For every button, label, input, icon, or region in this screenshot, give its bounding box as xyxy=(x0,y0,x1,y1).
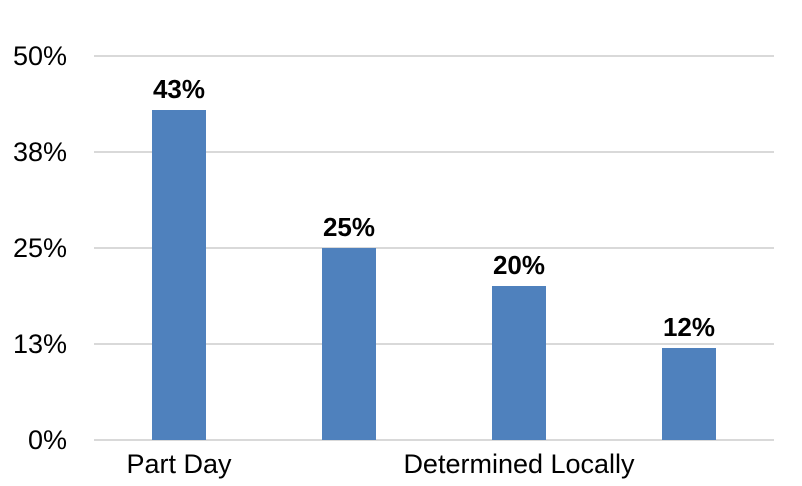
bar-data-label: 12% xyxy=(662,312,716,342)
x-axis-category-label: Determined Locally xyxy=(403,449,635,479)
y-axis-tick-label: 0% xyxy=(27,425,67,455)
y-axis-tick-label: 38% xyxy=(12,137,67,167)
gridline xyxy=(94,55,774,57)
bar-3 xyxy=(492,286,546,440)
y-axis-tick-label: 13% xyxy=(12,329,67,359)
gridline xyxy=(94,439,774,441)
bar-data-label: 25% xyxy=(322,212,376,242)
bar-data-label: 43% xyxy=(152,74,206,104)
x-axis-category-label: Part Day xyxy=(126,449,232,479)
bar-4 xyxy=(662,348,716,440)
gridline xyxy=(94,343,774,345)
bar-2 xyxy=(322,248,376,440)
gridline xyxy=(94,247,774,249)
gridline xyxy=(94,151,774,153)
bar-1 xyxy=(152,110,206,440)
bar-data-label: 20% xyxy=(492,250,546,280)
y-axis-tick-label: 50% xyxy=(12,41,67,71)
y-axis-tick-label: 25% xyxy=(12,233,67,263)
